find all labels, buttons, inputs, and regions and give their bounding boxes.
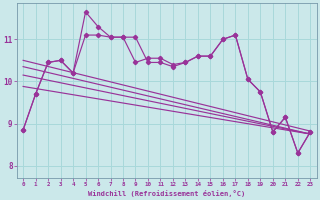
X-axis label: Windchill (Refroidissement éolien,°C): Windchill (Refroidissement éolien,°C) — [88, 190, 245, 197]
